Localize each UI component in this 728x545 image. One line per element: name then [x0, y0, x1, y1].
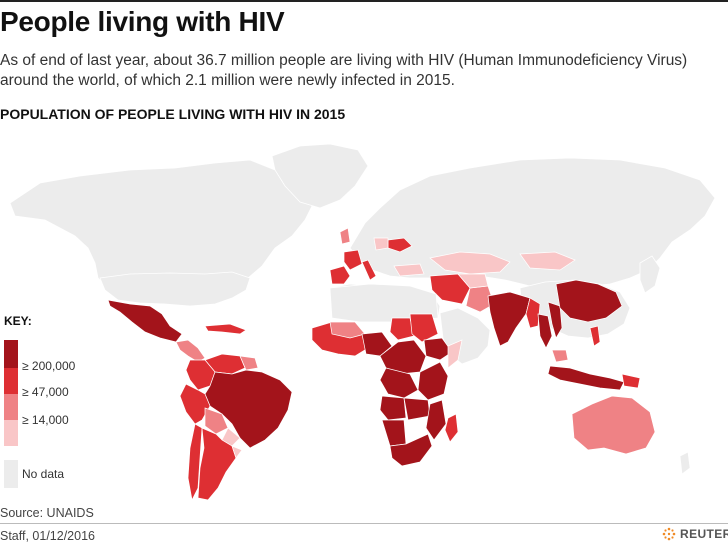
central-asia — [457, 273, 489, 289]
madagascar — [444, 413, 459, 443]
reuters-logo-icon — [662, 527, 676, 541]
somalia — [447, 339, 463, 369]
west-africa-2 — [329, 321, 366, 339]
legend-label-no-data: No data — [22, 467, 65, 481]
legend-label-200000: ≥ 200,000 — [22, 359, 76, 373]
north-africa — [329, 283, 439, 323]
png — [621, 373, 641, 389]
turkey — [393, 263, 425, 277]
vietnam — [547, 301, 563, 339]
cuba-haiti — [204, 323, 247, 335]
arabia-land — [439, 307, 491, 365]
malaysia — [551, 349, 569, 363]
ethiopia — [423, 337, 453, 361]
bottom-rule — [0, 523, 728, 524]
legend-label-14000: ≥ 14,000 — [22, 413, 69, 427]
peru — [179, 383, 211, 425]
reuters-logo-text: REUTERS — [680, 527, 728, 541]
legend-swatch-low — [4, 420, 18, 446]
australia — [571, 395, 656, 455]
angola — [379, 395, 407, 421]
page-title: People living with HIV — [0, 6, 285, 37]
mozambique — [425, 399, 447, 441]
reuters-logo: REUTERS — [662, 527, 728, 541]
usa — [99, 271, 251, 307]
guyana — [239, 355, 259, 371]
europe — [329, 227, 425, 285]
namibia — [381, 419, 407, 447]
italy — [361, 259, 377, 281]
myanmar — [525, 297, 541, 329]
oceania — [571, 395, 691, 475]
japan-land — [639, 255, 661, 294]
colombia — [185, 359, 216, 391]
world-map — [9, 143, 716, 502]
indonesia — [547, 365, 625, 391]
sudan — [409, 313, 439, 343]
africa — [311, 283, 463, 467]
uruguay — [231, 445, 243, 459]
russia-kazakh — [429, 251, 511, 275]
legend-label-47000: ≥ 47,000 — [22, 385, 69, 399]
south-africa — [389, 433, 433, 467]
chad — [389, 317, 415, 341]
new-zealand — [679, 451, 691, 475]
legend-swatch-14000 — [4, 394, 18, 420]
india — [487, 291, 531, 347]
credit-line: Staff, 01/12/2016 — [0, 529, 95, 543]
legend-swatch-200000 — [4, 340, 18, 368]
iberia — [329, 265, 351, 285]
uk — [339, 227, 351, 245]
legend-swatch-no-data — [4, 460, 18, 488]
central-america — [175, 339, 206, 363]
china — [555, 279, 623, 323]
chile — [187, 423, 203, 502]
top-rule — [0, 0, 728, 2]
legend-title: KEY: — [4, 314, 32, 328]
kenya-tanzania — [417, 361, 449, 401]
mexico — [107, 299, 183, 343]
source-note: Source: UNAIDS — [0, 506, 94, 520]
page-subtitle: As of end of last year, about 36.7 milli… — [0, 52, 688, 89]
greenland-land — [271, 143, 369, 209]
philippines — [589, 325, 601, 347]
mongolia — [519, 251, 576, 271]
poland — [373, 237, 389, 251]
americas — [99, 271, 293, 502]
bolivia — [204, 407, 229, 435]
map-title: POPULATION OF PEOPLE LIVING WITH HIV IN … — [0, 106, 346, 122]
legend-swatch-47000 — [4, 368, 18, 394]
zambia — [403, 397, 431, 421]
argentina — [197, 427, 237, 501]
france — [343, 249, 363, 271]
asia — [429, 251, 641, 391]
thailand — [537, 313, 553, 349]
